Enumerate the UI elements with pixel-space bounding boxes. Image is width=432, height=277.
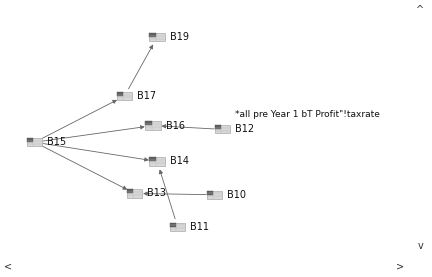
Text: <: <: [4, 261, 12, 272]
Text: v: v: [417, 241, 423, 251]
Bar: [127, 189, 143, 198]
Bar: [127, 189, 133, 193]
Bar: [145, 121, 152, 125]
Text: B12: B12: [235, 124, 254, 134]
Bar: [145, 121, 161, 130]
Text: >: >: [396, 261, 404, 272]
Bar: [27, 138, 33, 142]
Text: B10: B10: [227, 190, 246, 200]
Bar: [215, 125, 221, 129]
Text: *all pre Year 1 bT Profit"!taxrate: *all pre Year 1 bT Profit"!taxrate: [235, 110, 380, 119]
Bar: [215, 125, 230, 134]
Bar: [27, 138, 42, 146]
Bar: [149, 157, 165, 166]
Bar: [117, 92, 132, 100]
Bar: [206, 191, 213, 194]
Bar: [206, 191, 222, 199]
Text: B16: B16: [166, 120, 185, 130]
Bar: [170, 223, 176, 227]
Text: B11: B11: [190, 222, 209, 232]
Bar: [149, 157, 156, 161]
Bar: [149, 33, 165, 41]
Text: B19: B19: [170, 32, 189, 42]
Text: B17: B17: [137, 91, 156, 101]
Bar: [117, 92, 123, 96]
Text: B14: B14: [170, 157, 189, 166]
Text: B13: B13: [147, 188, 166, 198]
Text: B15: B15: [48, 137, 67, 147]
Bar: [170, 223, 185, 231]
Text: ^: ^: [416, 5, 424, 15]
Bar: [149, 33, 156, 37]
